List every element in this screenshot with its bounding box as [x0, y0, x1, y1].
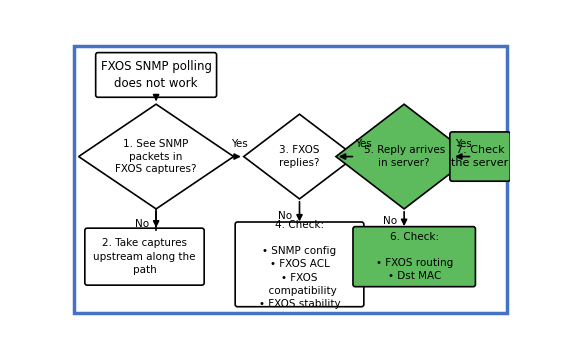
Text: Yes: Yes	[231, 139, 248, 149]
Text: No: No	[135, 219, 149, 229]
FancyBboxPatch shape	[450, 132, 510, 181]
Polygon shape	[336, 104, 472, 209]
FancyBboxPatch shape	[85, 228, 204, 285]
FancyBboxPatch shape	[353, 226, 475, 287]
FancyBboxPatch shape	[96, 53, 217, 97]
Text: 1. See SNMP
packets in
FXOS captures?: 1. See SNMP packets in FXOS captures?	[115, 139, 197, 174]
Text: Yes: Yes	[356, 139, 372, 149]
Text: FXOS SNMP polling
does not work: FXOS SNMP polling does not work	[100, 60, 211, 90]
Text: 4. Check:

• SNMP config
• FXOS ACL
• FXOS
  compatibility
• FXOS stability: 4. Check: • SNMP config • FXOS ACL • FXO…	[259, 220, 340, 309]
Text: 5. Reply arrives
in server?: 5. Reply arrives in server?	[363, 145, 445, 168]
Text: No: No	[278, 211, 293, 221]
Polygon shape	[79, 104, 234, 209]
Text: No: No	[383, 216, 397, 226]
Text: Yes: Yes	[455, 139, 472, 149]
Text: 6. Check:

• FXOS routing
• Dst MAC: 6. Check: • FXOS routing • Dst MAC	[375, 232, 453, 282]
Text: 2. Take captures
upstream along the
path: 2. Take captures upstream along the path	[93, 239, 196, 275]
Polygon shape	[244, 114, 356, 199]
Text: 7. Check
the server: 7. Check the server	[451, 145, 509, 168]
Text: 3. FXOS
replies?: 3. FXOS replies?	[280, 145, 320, 168]
FancyBboxPatch shape	[235, 222, 364, 307]
